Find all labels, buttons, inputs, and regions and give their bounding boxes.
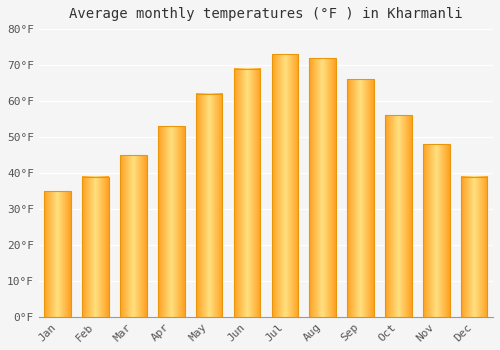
Bar <box>120 155 146 317</box>
Bar <box>44 191 71 317</box>
Bar <box>82 176 109 317</box>
Bar <box>310 58 336 317</box>
Bar <box>158 126 184 317</box>
Bar <box>385 116 411 317</box>
Bar <box>196 94 222 317</box>
Bar <box>272 54 298 317</box>
Bar <box>348 79 374 317</box>
Bar <box>234 69 260 317</box>
Bar <box>423 144 450 317</box>
Title: Average monthly temperatures (°F ) in Kharmanli: Average monthly temperatures (°F ) in Kh… <box>69 7 462 21</box>
Bar <box>461 176 487 317</box>
